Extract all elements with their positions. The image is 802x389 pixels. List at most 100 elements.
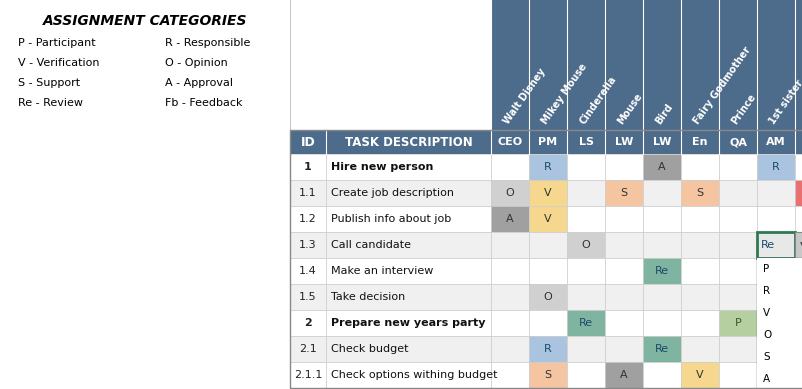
Bar — [567, 362, 605, 388]
Bar — [529, 258, 567, 284]
Text: A - Approval: A - Approval — [165, 78, 233, 88]
Text: R - Responsible: R - Responsible — [165, 38, 250, 48]
Bar — [290, 154, 326, 180]
Text: V - Verification: V - Verification — [18, 58, 99, 68]
Text: S: S — [696, 188, 703, 198]
Bar — [681, 258, 719, 284]
Bar — [719, 180, 757, 206]
Text: O - Opinion: O - Opinion — [165, 58, 228, 68]
Bar — [757, 180, 795, 206]
Text: O: O — [581, 240, 590, 250]
Bar — [529, 362, 567, 388]
Bar — [757, 258, 802, 389]
Bar — [719, 284, 757, 310]
Bar — [605, 284, 643, 310]
Text: Bird: Bird — [654, 102, 675, 126]
Text: Mouse: Mouse — [616, 91, 645, 126]
Bar — [605, 362, 643, 388]
Bar — [795, 154, 802, 180]
Text: ASSIGNMENT CATEGORIES: ASSIGNMENT CATEGORIES — [43, 14, 247, 28]
Bar — [326, 336, 491, 362]
Bar — [605, 154, 643, 180]
Bar — [643, 336, 681, 362]
Bar — [605, 336, 643, 362]
Text: En: En — [692, 137, 707, 147]
Text: LS: LS — [578, 137, 593, 147]
Bar — [681, 284, 719, 310]
Text: A: A — [506, 214, 514, 224]
Bar — [643, 206, 681, 232]
Bar — [326, 206, 491, 232]
Bar — [757, 258, 802, 280]
Bar — [795, 180, 802, 206]
Bar — [491, 0, 802, 130]
Bar — [719, 232, 757, 258]
Bar — [567, 180, 605, 206]
Text: Fb - Feedback: Fb - Feedback — [165, 98, 242, 108]
Text: Re: Re — [655, 266, 669, 276]
Bar — [326, 180, 491, 206]
Bar — [290, 310, 326, 336]
Bar — [757, 154, 795, 180]
Text: CEO: CEO — [497, 137, 523, 147]
Bar — [719, 258, 757, 284]
Bar — [795, 206, 802, 232]
Text: PM: PM — [538, 137, 557, 147]
Bar — [529, 154, 567, 180]
Bar — [643, 258, 681, 284]
Bar — [491, 258, 529, 284]
Text: R: R — [544, 162, 552, 172]
Text: 2.1.1: 2.1.1 — [294, 370, 322, 380]
Bar — [757, 324, 802, 346]
Bar — [795, 284, 802, 310]
Text: LW: LW — [653, 137, 671, 147]
Text: ▼: ▼ — [800, 240, 802, 249]
Bar — [567, 336, 605, 362]
Text: Hire new person: Hire new person — [331, 162, 433, 172]
Bar — [491, 232, 529, 258]
Text: S: S — [621, 188, 627, 198]
Text: P: P — [735, 318, 741, 328]
Bar — [0, 0, 290, 389]
Bar — [719, 310, 757, 336]
Text: LW: LW — [615, 137, 634, 147]
Bar — [529, 310, 567, 336]
Bar — [757, 336, 795, 362]
Bar — [757, 232, 795, 258]
Bar — [491, 336, 529, 362]
Text: Prince: Prince — [730, 92, 758, 126]
Bar — [529, 232, 567, 258]
Text: O: O — [505, 188, 514, 198]
Bar — [605, 206, 643, 232]
Bar — [491, 284, 529, 310]
Text: S: S — [545, 370, 552, 380]
Bar — [719, 206, 757, 232]
Bar — [643, 362, 681, 388]
Text: S: S — [763, 352, 770, 362]
Bar — [681, 362, 719, 388]
Bar — [326, 284, 491, 310]
Text: S - Support: S - Support — [18, 78, 80, 88]
Text: Check options withing budget: Check options withing budget — [331, 370, 497, 380]
Bar — [290, 130, 802, 388]
Bar — [326, 362, 491, 388]
Bar — [567, 310, 605, 336]
Text: Check budget: Check budget — [331, 344, 408, 354]
Text: 1.1: 1.1 — [299, 188, 317, 198]
Text: 1.2: 1.2 — [299, 214, 317, 224]
Text: R: R — [544, 344, 552, 354]
Bar — [529, 180, 567, 206]
Text: Fairy Godmother: Fairy Godmother — [692, 45, 753, 126]
Bar — [290, 206, 326, 232]
Text: 2.1: 2.1 — [299, 344, 317, 354]
Bar — [491, 154, 529, 180]
Bar — [795, 336, 802, 362]
Bar — [326, 154, 491, 180]
Bar — [719, 154, 757, 180]
Bar — [605, 232, 643, 258]
Bar — [795, 258, 802, 284]
Bar — [491, 180, 529, 206]
Text: Re: Re — [761, 240, 775, 250]
Text: Make an interview: Make an interview — [331, 266, 433, 276]
Bar — [567, 258, 605, 284]
